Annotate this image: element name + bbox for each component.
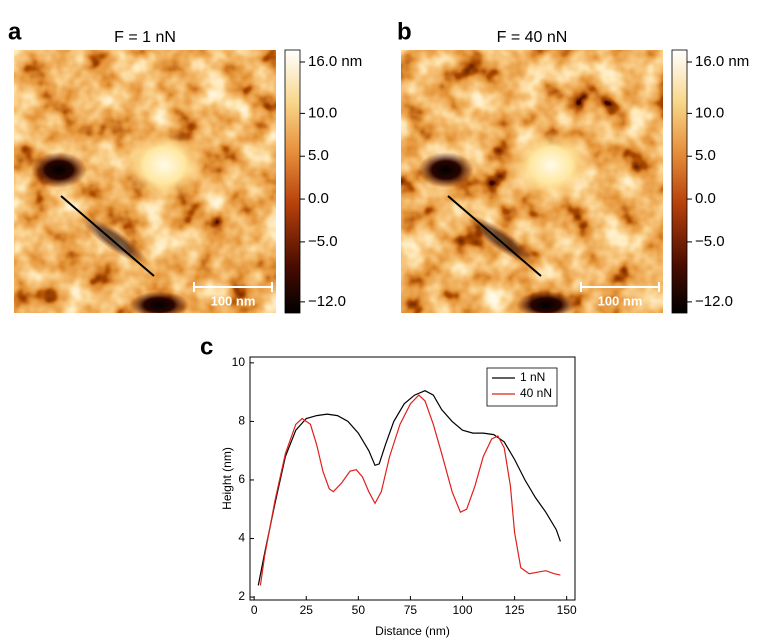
x-tick-label: 0 xyxy=(251,603,258,617)
colorbar-tick-label: 0.0 xyxy=(695,190,716,207)
colorbar-tick-label: 5.0 xyxy=(308,147,329,164)
plot-frame xyxy=(249,356,576,601)
y-tick-label: 6 xyxy=(238,472,245,486)
y-tick-label: 10 xyxy=(232,355,246,369)
dark-pit xyxy=(418,152,474,188)
legend-label: 1 nN xyxy=(520,370,545,384)
profile-line xyxy=(447,195,542,277)
x-tick-label: 50 xyxy=(352,603,366,617)
dark-pit xyxy=(516,291,576,313)
panel-title: F = 40 nN xyxy=(497,29,568,46)
data-line xyxy=(259,394,561,586)
y-tick-label: 8 xyxy=(238,414,245,428)
colorbar-tick-label: 16.0 nm xyxy=(695,53,749,70)
panel-label: a xyxy=(8,18,22,45)
scale-bar-label: 100 nm xyxy=(211,293,256,308)
x-tick-label: 25 xyxy=(300,603,314,617)
colorbar-tick-label: 10.0 xyxy=(308,104,337,121)
legend-label: 40 nN xyxy=(520,386,552,400)
colorbar-tick-label: 16.0 nm xyxy=(308,53,362,70)
colorbar-tick-label: −12.0 xyxy=(308,293,346,310)
colorbar xyxy=(671,49,688,314)
x-tick-label: 125 xyxy=(505,603,525,617)
colorbar xyxy=(284,49,301,314)
panel-label: b xyxy=(397,18,412,45)
x-axis-label: Distance (nm) xyxy=(375,624,450,638)
colorbar-tick-label: 10.0 xyxy=(695,104,724,121)
panel-title: F = 1 nN xyxy=(114,29,176,46)
x-tick-label: 100 xyxy=(452,603,472,617)
y-tick-label: 4 xyxy=(238,531,245,545)
legend-box xyxy=(486,367,558,407)
profile-line xyxy=(60,195,155,277)
colorbar-tick-label: −12.0 xyxy=(695,293,733,310)
x-tick-label: 150 xyxy=(557,603,577,617)
data-line xyxy=(257,390,561,586)
bright-grain xyxy=(509,129,593,201)
scale-bar-label: 100 nm xyxy=(598,293,643,308)
x-tick-label: 75 xyxy=(404,603,418,617)
afm-image xyxy=(401,50,663,313)
colorbar-tick-label: 5.0 xyxy=(695,147,716,164)
afm-image xyxy=(14,50,276,313)
panel-label: c xyxy=(200,333,213,360)
y-tick-label: 2 xyxy=(238,589,245,603)
dark-pit xyxy=(129,291,189,313)
bright-grain xyxy=(122,129,206,201)
colorbar-tick-label: −5.0 xyxy=(695,233,725,250)
colorbar-tick-label: −5.0 xyxy=(308,233,338,250)
dark-pit xyxy=(31,152,87,188)
y-axis-label: Height (nm) xyxy=(220,447,234,510)
colorbar-tick-label: 0.0 xyxy=(308,190,329,207)
